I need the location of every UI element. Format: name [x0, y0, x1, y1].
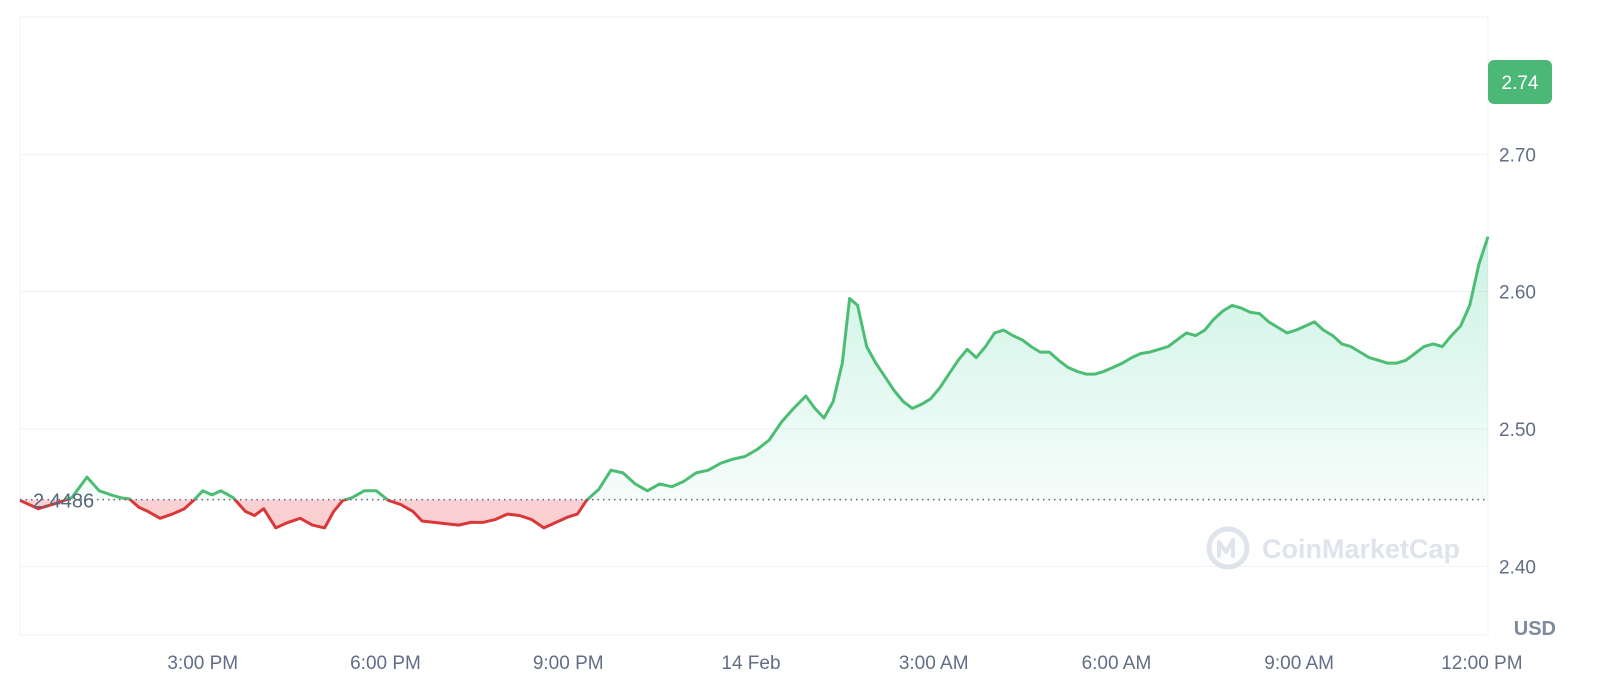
price-area-up — [66, 236, 1488, 500]
baseline-price-label: 2.4486 — [33, 491, 94, 513]
watermark: CoinMarketCap — [1206, 526, 1460, 570]
watermark-text: CoinMarketCap — [1262, 534, 1460, 564]
currency-unit-label: USD — [1514, 618, 1556, 640]
y-axis: 2.40 2.50 2.60 2.70 — [1499, 145, 1536, 578]
y-tick-label: 2.40 — [1499, 557, 1536, 578]
price-line — [19, 236, 1490, 530]
x-axis: 3:00 PM 6:00 PM 9:00 PM 14 Feb 3:00 AM 6:00 A… — [167, 653, 1522, 674]
price-area-down — [20, 499, 1488, 528]
x-tick-label: 6:00 AM — [1082, 653, 1152, 674]
current-price-label: 2.74 — [1502, 73, 1539, 94]
price-area — [20, 236, 1488, 528]
x-tick-label: 3:00 PM — [167, 653, 238, 674]
x-tick-label: 12:00 PM — [1441, 653, 1522, 674]
coinmarketcap-logo-icon — [1206, 526, 1250, 570]
price-line-up — [20, 236, 1490, 500]
x-tick-label: 14 Feb — [721, 653, 780, 674]
x-tick-label: 3:00 AM — [899, 653, 969, 674]
y-tick-label: 2.70 — [1499, 145, 1536, 166]
x-tick-label: 9:00 PM — [533, 653, 604, 674]
current-price-badge: 2.74 — [1488, 60, 1552, 104]
y-tick-label: 2.50 — [1499, 420, 1536, 441]
price-line-down — [19, 499, 590, 530]
x-tick-label: 9:00 AM — [1264, 653, 1334, 674]
y-tick-label: 2.60 — [1499, 283, 1536, 304]
x-tick-label: 6:00 PM — [350, 653, 421, 674]
